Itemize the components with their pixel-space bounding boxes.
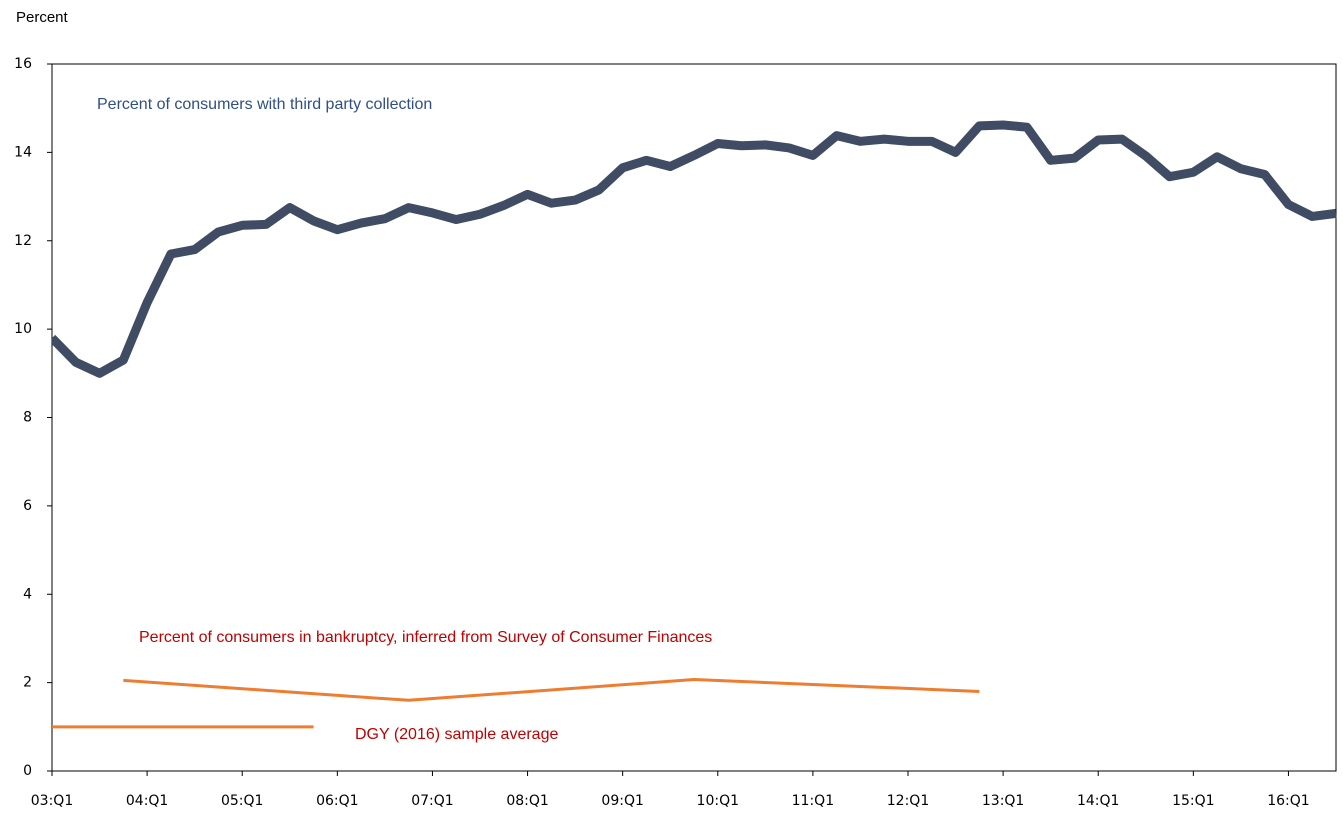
- plot-frame: [51, 63, 1337, 772]
- y-tick-label: 8: [23, 410, 32, 426]
- y-tick-label: 16: [14, 56, 32, 72]
- series-label: Percent of consumers in bankruptcy, infe…: [139, 629, 712, 646]
- x-tick-label: 12:Q1: [887, 793, 929, 809]
- series-label: DGY (2016) sample average: [355, 726, 558, 743]
- x-tick-label: 07:Q1: [411, 793, 453, 809]
- x-tick-label: 16:Q1: [1267, 793, 1309, 809]
- y-tick-label: 14: [14, 144, 32, 160]
- y-tick-label: 10: [14, 321, 32, 337]
- x-tick-label: 11:Q1: [792, 793, 834, 809]
- y-tick-label: 12: [14, 233, 32, 249]
- y-tick-label: 2: [23, 675, 32, 691]
- x-tick-label: 03:Q1: [31, 793, 73, 809]
- x-tick-label: 10:Q1: [697, 793, 739, 809]
- y-axis-label: Percent: [16, 9, 69, 26]
- x-tick-label: 09:Q1: [601, 793, 643, 809]
- x-tick-label: 14:Q1: [1077, 793, 1119, 809]
- x-tick-label: 04:Q1: [126, 793, 168, 809]
- x-tick-label: 08:Q1: [506, 793, 548, 809]
- x-tick-label: 13:Q1: [982, 793, 1024, 809]
- y-tick-label: 0: [23, 763, 32, 779]
- y-tick-label: 4: [23, 586, 32, 602]
- x-tick-label: 06:Q1: [316, 793, 358, 809]
- series-line: [52, 120, 1337, 378]
- x-tick-label: 05:Q1: [221, 793, 263, 809]
- y-tick-label: 6: [23, 498, 32, 514]
- series-label: Percent of consumers with third party co…: [97, 96, 432, 113]
- x-tick-label: 15:Q1: [1172, 793, 1214, 809]
- series-line: [123, 678, 980, 702]
